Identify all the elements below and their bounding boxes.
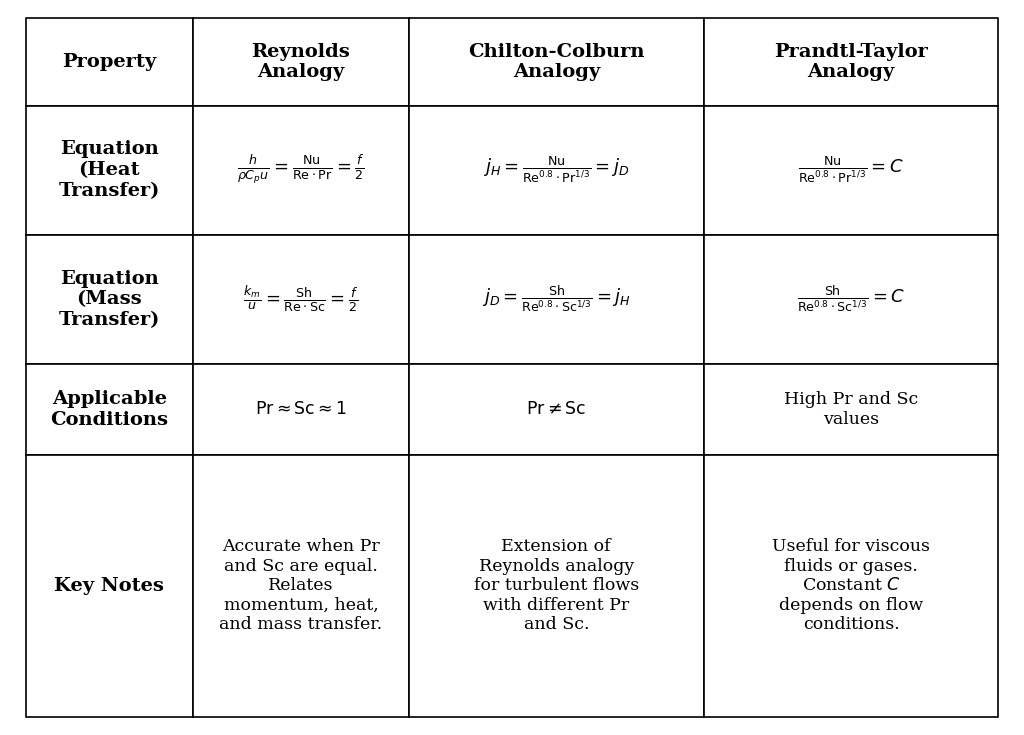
Text: $\frac{h}{\rho C_p u} = \frac{\mathrm{Nu}}{\mathrm{Re}\cdot\mathrm{Pr}} = \frac{: $\frac{h}{\rho C_p u} = \frac{\mathrm{Nu… [238, 154, 365, 187]
Text: Extension of
Reynolds analogy
for turbulent flows
with different Pr
and Sc.: Extension of Reynolds analogy for turbul… [474, 538, 639, 634]
Bar [409, 235, 703, 364]
Text: Equation
(Heat
Transfer): Equation (Heat Transfer) [58, 140, 160, 200]
Bar [703, 235, 998, 364]
Text: $\mathrm{Pr} \approx \mathrm{Sc} \approx 1$: $\mathrm{Pr} \approx \mathrm{Sc} \approx… [255, 401, 347, 418]
Bar [26, 364, 193, 455]
Text: $\frac{\mathrm{Nu}}{\mathrm{Re}^{0.8}\cdot\mathrm{Pr}^{1/3}} = C$: $\frac{\mathrm{Nu}}{\mathrm{Re}^{0.8}\cd… [798, 155, 904, 185]
Bar [193, 106, 409, 235]
Bar [193, 235, 409, 364]
Text: $j_D = \frac{\mathrm{Sh}}{\mathrm{Re}^{0.8}\cdot\mathrm{Sc}^{1/3}} = j_H$: $j_D = \frac{\mathrm{Sh}}{\mathrm{Re}^{0… [481, 284, 631, 315]
Bar [193, 18, 409, 106]
Text: Equation
(Mass
Transfer): Equation (Mass Transfer) [58, 270, 160, 329]
Bar [703, 455, 998, 717]
Bar [703, 106, 998, 235]
Bar [26, 455, 193, 717]
Bar [193, 455, 409, 717]
Text: $\frac{k_m}{u} = \frac{\mathrm{Sh}}{\mathrm{Re}\cdot\mathrm{Sc}} = \frac{f}{2}$: $\frac{k_m}{u} = \frac{\mathrm{Sh}}{\mat… [244, 284, 358, 315]
Text: Chilton-Colburn
Analogy: Chilton-Colburn Analogy [468, 43, 644, 82]
Bar [703, 364, 998, 455]
Text: High Pr and Sc
values: High Pr and Sc values [784, 391, 919, 428]
Text: Reynolds
Analogy: Reynolds Analogy [252, 43, 350, 82]
Text: Key Notes: Key Notes [54, 577, 164, 595]
Bar [703, 18, 998, 106]
Bar [26, 235, 193, 364]
Bar [26, 18, 193, 106]
Bar [26, 106, 193, 235]
Bar [409, 106, 703, 235]
Bar [409, 455, 703, 717]
Text: Prandtl-Taylor
Analogy: Prandtl-Taylor Analogy [774, 43, 928, 82]
Bar [409, 364, 703, 455]
Text: $j_H = \frac{\mathrm{Nu}}{\mathrm{Re}^{0.8}\cdot\mathrm{Pr}^{1/3}} = j_D$: $j_H = \frac{\mathrm{Nu}}{\mathrm{Re}^{0… [483, 155, 630, 185]
Text: Applicable
Conditions: Applicable Conditions [50, 390, 168, 429]
Text: $\frac{\mathrm{Sh}}{\mathrm{Re}^{0.8}\cdot\mathrm{Sc}^{1/3}} = C$: $\frac{\mathrm{Sh}}{\mathrm{Re}^{0.8}\cd… [797, 284, 905, 315]
Text: Property: Property [62, 53, 157, 71]
Text: Useful for viscous
fluids or gases.
Constant $C$
depends on flow
conditions.: Useful for viscous fluids or gases. Cons… [772, 538, 930, 634]
Bar [409, 18, 703, 106]
Text: Accurate when Pr
and Sc are equal.
Relates
momentum, heat,
and mass transfer.: Accurate when Pr and Sc are equal. Relat… [219, 538, 383, 634]
Text: $\mathrm{Pr} \neq \mathrm{Sc}$: $\mathrm{Pr} \neq \mathrm{Sc}$ [526, 401, 587, 418]
Bar [193, 364, 409, 455]
